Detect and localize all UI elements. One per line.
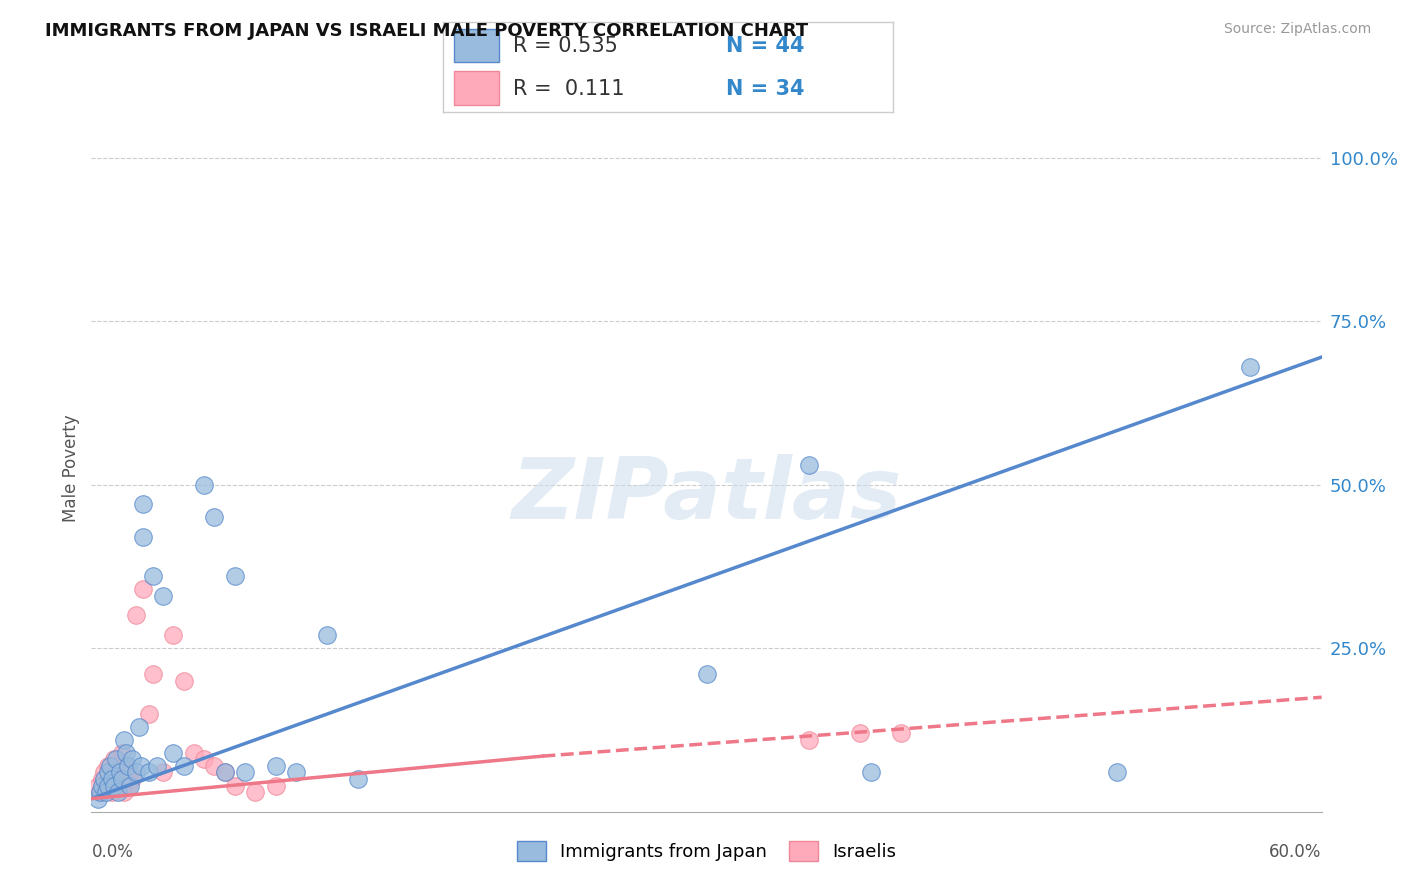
Point xyxy=(264,779,287,793)
Point xyxy=(125,608,148,623)
Point xyxy=(121,772,143,786)
Point xyxy=(117,759,139,773)
Point xyxy=(90,772,112,786)
Point xyxy=(98,759,121,773)
Point xyxy=(214,765,236,780)
Point xyxy=(125,765,148,780)
Point xyxy=(89,785,111,799)
Point xyxy=(97,779,120,793)
Point xyxy=(173,759,195,773)
Point xyxy=(93,772,115,786)
Point xyxy=(193,477,215,491)
Y-axis label: Male Poverty: Male Poverty xyxy=(62,415,80,522)
Point xyxy=(316,628,339,642)
Point xyxy=(202,510,225,524)
Point xyxy=(695,667,717,681)
Point xyxy=(105,752,127,766)
Point xyxy=(347,772,370,786)
Point xyxy=(162,628,184,642)
Point xyxy=(131,530,153,544)
Point xyxy=(120,765,142,780)
Point xyxy=(115,759,138,773)
Text: IMMIGRANTS FROM JAPAN VS ISRAELI MALE POVERTY CORRELATION CHART: IMMIGRANTS FROM JAPAN VS ISRAELI MALE PO… xyxy=(45,22,808,40)
Point xyxy=(129,759,152,773)
Point xyxy=(173,673,195,688)
Point xyxy=(797,732,820,747)
Point xyxy=(117,779,139,793)
Point xyxy=(98,772,121,786)
Text: ZIPatlas: ZIPatlas xyxy=(512,454,901,537)
Point xyxy=(86,779,108,793)
Text: 0.0%: 0.0% xyxy=(91,843,134,861)
Text: N = 44: N = 44 xyxy=(727,36,804,56)
Bar xyxy=(454,71,499,105)
Point xyxy=(797,458,820,472)
Point xyxy=(245,785,267,799)
Point xyxy=(94,779,117,793)
Point xyxy=(94,785,117,799)
Point xyxy=(115,746,138,760)
Point xyxy=(97,765,120,780)
Point xyxy=(111,746,134,760)
Point xyxy=(89,785,111,799)
Point xyxy=(142,667,165,681)
Point xyxy=(103,779,125,793)
Point xyxy=(90,779,112,793)
Point xyxy=(86,791,108,805)
Point xyxy=(121,752,143,766)
Point xyxy=(859,765,882,780)
Point xyxy=(128,720,150,734)
Point xyxy=(131,582,153,597)
Point xyxy=(101,785,124,799)
Point xyxy=(111,772,134,786)
Point xyxy=(105,765,127,780)
Point xyxy=(101,772,124,786)
Point xyxy=(138,706,160,721)
Point xyxy=(108,765,131,780)
Point xyxy=(890,726,912,740)
Point xyxy=(112,732,135,747)
Point xyxy=(162,746,184,760)
Text: R =  0.111: R = 0.111 xyxy=(513,78,624,99)
Point xyxy=(131,497,153,511)
Point xyxy=(285,765,308,780)
Point xyxy=(193,752,215,766)
Point xyxy=(112,785,135,799)
Point xyxy=(233,765,256,780)
Point xyxy=(107,785,129,799)
Text: R = 0.535: R = 0.535 xyxy=(513,36,617,56)
Point xyxy=(1239,359,1261,374)
Point xyxy=(224,779,246,793)
Point xyxy=(146,759,169,773)
Point xyxy=(142,569,165,583)
Point xyxy=(93,765,115,780)
Point xyxy=(152,589,174,603)
Point xyxy=(849,726,872,740)
Point xyxy=(120,779,142,793)
Point xyxy=(107,772,129,786)
Text: 60.0%: 60.0% xyxy=(1270,843,1322,861)
Point xyxy=(152,765,174,780)
Point xyxy=(224,569,246,583)
Point xyxy=(97,759,120,773)
Bar xyxy=(454,29,499,62)
Legend: Immigrants from Japan, Israelis: Immigrants from Japan, Israelis xyxy=(510,834,903,868)
Point xyxy=(214,765,236,780)
Text: Source: ZipAtlas.com: Source: ZipAtlas.com xyxy=(1223,22,1371,37)
Point xyxy=(138,765,160,780)
Point xyxy=(1105,765,1128,780)
Point xyxy=(183,746,205,760)
Text: N = 34: N = 34 xyxy=(727,78,804,99)
Point xyxy=(103,752,125,766)
Point xyxy=(202,759,225,773)
Point xyxy=(264,759,287,773)
